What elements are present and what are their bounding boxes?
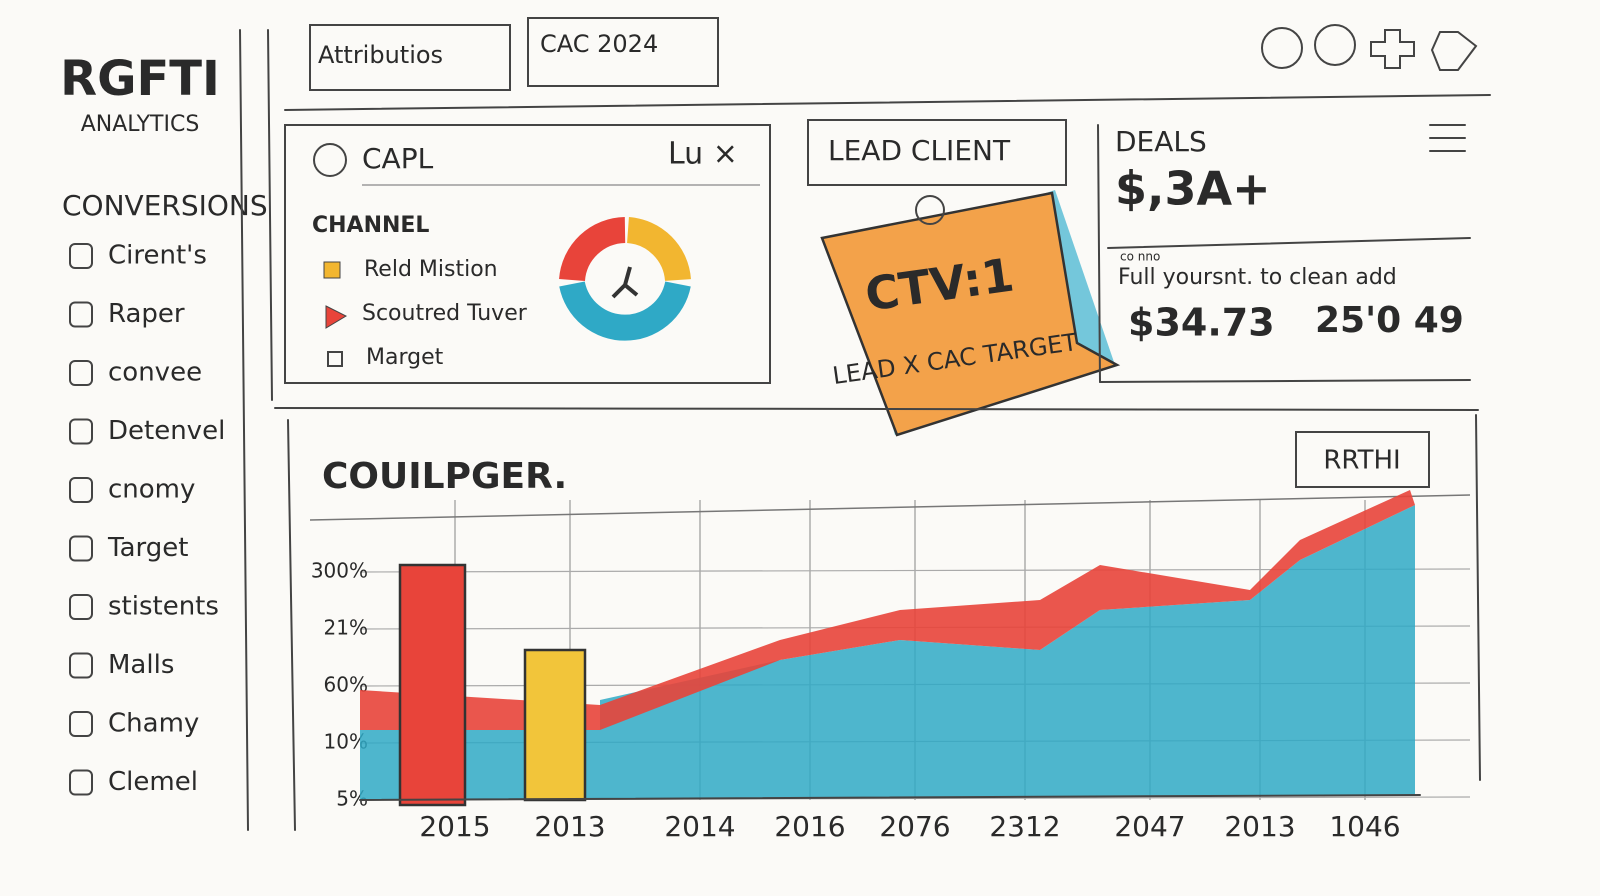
menu-icon[interactable] xyxy=(1429,124,1466,152)
grid-line xyxy=(309,494,1471,521)
logo: RGFTI xyxy=(60,51,220,107)
tab-label[interactable]: Attributios xyxy=(318,41,443,69)
legend-swatch xyxy=(325,305,348,329)
x-tick-label: 2016 xyxy=(774,810,845,843)
rule xyxy=(1099,379,1471,383)
card-title: LEAD CLIENT xyxy=(828,134,1011,167)
x-tick-label: 1046 xyxy=(1329,810,1400,843)
legend-heading: CHANNEL xyxy=(312,213,429,238)
nav-item[interactable]: stistents xyxy=(108,592,219,622)
chart-button-label[interactable]: RRTHI xyxy=(1323,446,1400,476)
icon xyxy=(313,143,347,177)
card-controls[interactable]: Lu × xyxy=(668,137,738,172)
tab[interactable] xyxy=(309,24,511,91)
tab[interactable] xyxy=(527,17,719,87)
nav-icon[interactable] xyxy=(69,243,93,269)
nav-icon[interactable] xyxy=(69,301,93,328)
tab-label[interactable]: CAC 2024 xyxy=(540,30,658,58)
nav-item[interactable]: Cirent's xyxy=(108,241,207,271)
nav-list: Cirent's Raper convee Detenvel cnomy Target st… xyxy=(69,241,225,797)
nav-icon[interactable] xyxy=(69,535,93,562)
x-tick-label: 2047 xyxy=(1114,810,1185,843)
section-title: CONVERSIONS xyxy=(62,189,268,222)
nav-item[interactable]: Detenvel xyxy=(108,416,225,446)
chart-border xyxy=(287,419,296,831)
stat: $34.73 xyxy=(1128,301,1275,345)
nav-item[interactable]: Raper xyxy=(108,299,185,329)
nav-icon[interactable] xyxy=(69,360,93,386)
sidebar-border xyxy=(239,29,249,831)
nav-icon[interactable] xyxy=(69,711,93,737)
nav-item[interactable]: convee xyxy=(108,358,202,388)
sticky-note xyxy=(820,190,1121,437)
x-axis: 2015 2013 2014 2016 2076 2312 2047 2013 1046 xyxy=(419,810,1400,843)
chart-border xyxy=(1475,414,1481,781)
deal-value: $,3A+ xyxy=(1115,162,1271,216)
nav-icon[interactable] xyxy=(69,769,93,796)
caption: co nno xyxy=(1120,250,1160,264)
description: Full yoursnt. to clean add xyxy=(1118,265,1397,290)
card-title: DEALS xyxy=(1115,125,1207,158)
x-tick-label: 2014 xyxy=(664,810,735,843)
card xyxy=(284,124,771,384)
legend-swatch xyxy=(327,351,343,367)
chart-title: COUILPGER. xyxy=(322,456,567,497)
nav-item[interactable]: cnomy xyxy=(108,475,195,505)
card-header xyxy=(807,119,1067,186)
card-title: CAPL xyxy=(362,142,434,175)
logo-subtitle: ANALYTICS xyxy=(81,112,200,137)
rule xyxy=(1107,237,1471,249)
x-tick-label: 2312 xyxy=(989,810,1060,843)
header-rule xyxy=(284,94,1491,111)
chart-button[interactable] xyxy=(1295,431,1430,488)
toolbar-icons[interactable] xyxy=(1261,24,1478,71)
legend-label: Marget xyxy=(366,345,444,370)
nav-icon[interactable] xyxy=(69,594,93,620)
nav-icon[interactable] xyxy=(69,477,93,503)
legend-swatch xyxy=(323,261,341,279)
nav-item[interactable]: Chamy xyxy=(108,709,199,739)
y-tick-label: 300% xyxy=(311,559,368,583)
stat: 25'0 49 xyxy=(1315,300,1464,341)
x-tick-label: 2013 xyxy=(534,810,605,843)
x-tick-label: 2013 xyxy=(1224,810,1295,843)
nav-item[interactable]: Clemel xyxy=(108,767,198,797)
nav-icon[interactable] xyxy=(69,652,93,679)
chart-top-rule xyxy=(274,407,1479,411)
nav-item[interactable]: Malls xyxy=(108,650,174,680)
legend-label: Reld Mistion xyxy=(364,257,498,282)
donut xyxy=(559,217,691,341)
divider xyxy=(267,29,273,401)
x-tick-label: 2076 xyxy=(879,810,950,843)
nav-icon[interactable] xyxy=(69,418,93,445)
x-tick-label: 2015 xyxy=(419,810,490,843)
nav-item[interactable]: Target xyxy=(107,533,188,563)
card-border xyxy=(1097,124,1101,383)
chart-shapes xyxy=(359,490,1421,807)
legend-label: Scoutred Tuver xyxy=(362,301,528,326)
y-tick-label: 21% xyxy=(324,616,368,640)
